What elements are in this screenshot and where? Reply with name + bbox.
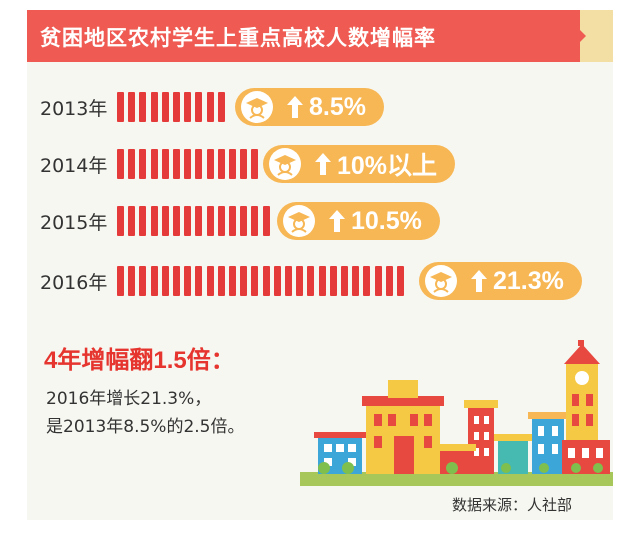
graduate-icon: [425, 265, 457, 297]
bar-segment: [285, 266, 292, 296]
bar-segment: [139, 266, 147, 296]
value-label-pill: 10.5%: [277, 202, 440, 240]
bar-segment: [229, 206, 236, 236]
summary-line-2: 是2013年8.5%的2.5倍。: [46, 417, 245, 437]
bar-segment: [195, 266, 203, 296]
bar-segment: [206, 206, 214, 236]
bar-segment: [329, 266, 337, 296]
bar-segment: [150, 149, 158, 179]
up-arrow-icon: [315, 153, 331, 175]
bar-segment: [184, 266, 192, 296]
bar-segment: [184, 92, 192, 122]
bar-segment: [318, 266, 326, 296]
bar-segment: [195, 92, 203, 122]
summary-title: 4年增幅翻1.5倍：: [44, 347, 235, 374]
bar-segment: [139, 206, 147, 236]
bar-segment: [139, 149, 147, 179]
bar-segment: [229, 266, 236, 296]
bar-segment: [139, 92, 147, 122]
summary-line-1: 2016年增长21.3%，: [46, 389, 212, 409]
bar-segment: [128, 92, 136, 122]
bar-segment: [217, 92, 225, 122]
bar-segment: [273, 266, 281, 296]
bar-segment: [161, 266, 169, 296]
value-label: 21.3%: [493, 266, 564, 295]
up-arrow-icon: [287, 96, 303, 118]
bar-segment: [195, 149, 203, 179]
bar-segment: [385, 266, 393, 296]
bar-segment: [150, 206, 158, 236]
value-label: 10%以上: [337, 152, 438, 180]
up-arrow-icon: [329, 210, 345, 232]
bar-segment: [128, 149, 136, 179]
year-label: 2013年: [40, 98, 108, 120]
bar-segment: [251, 149, 259, 179]
footer-band: [27, 486, 613, 520]
value-label: 8.5%: [309, 92, 366, 121]
value-label-pill: 21.3%: [419, 262, 582, 300]
bar-segment: [173, 92, 180, 122]
bar-segment: [173, 149, 180, 179]
bar-segment: [161, 149, 169, 179]
title-ribbon: [27, 10, 587, 62]
year-label: 2015年: [40, 212, 108, 234]
bar-segment: [150, 266, 158, 296]
value-label: 10.5%: [351, 206, 422, 235]
ribbon-tail: [560, 10, 586, 62]
bar-segment: [184, 206, 192, 236]
bar-segment: [117, 206, 124, 236]
bar-segment: [161, 206, 169, 236]
bar-segment: [128, 266, 136, 296]
bar-segment: [217, 266, 225, 296]
bar-segment: [240, 206, 248, 236]
bar-segment: [262, 266, 270, 296]
bar-segment: [363, 266, 371, 296]
chart-title: 贫困地区农村学生上重点高校人数增幅率: [40, 27, 436, 50]
bar-segment: [206, 149, 214, 179]
bar-segment: [206, 92, 214, 122]
bar-segment: [117, 149, 124, 179]
year-label: 2016年: [40, 272, 108, 294]
value-label-pill: 10%以上: [263, 145, 456, 183]
graduate-icon: [283, 205, 315, 237]
bar-segment: [128, 206, 136, 236]
bar-segment: [117, 92, 124, 122]
value-label-pill: 8.5%: [235, 88, 384, 126]
bar-segment: [173, 206, 180, 236]
bar-segment: [352, 266, 360, 296]
bar-segment: [341, 266, 348, 296]
bar-segment: [240, 266, 248, 296]
city-skyline-illustration: [300, 340, 613, 486]
bar-segment: [296, 266, 304, 296]
bar-segment: [195, 206, 203, 236]
bar-segment: [184, 149, 192, 179]
bar-segment: [161, 92, 169, 122]
year-label: 2014年: [40, 155, 108, 177]
bar-segment: [217, 206, 225, 236]
bar-segment: [206, 266, 214, 296]
bar-segment: [397, 266, 404, 296]
bar-segment: [307, 266, 315, 296]
bar-segment: [251, 206, 259, 236]
up-arrow-icon: [471, 270, 487, 292]
bar-segment: [262, 206, 270, 236]
bar-segment: [117, 266, 124, 296]
bar-segment: [251, 266, 259, 296]
bar-segment: [173, 266, 180, 296]
graduate-icon: [241, 91, 273, 123]
bar-segment: [229, 149, 236, 179]
data-source: 数据来源：人社部: [452, 497, 573, 514]
bar-segment: [217, 149, 225, 179]
bar-segment: [150, 92, 158, 122]
bar-segment: [374, 266, 382, 296]
graduate-icon: [269, 148, 301, 180]
bar-segment: [240, 149, 248, 179]
